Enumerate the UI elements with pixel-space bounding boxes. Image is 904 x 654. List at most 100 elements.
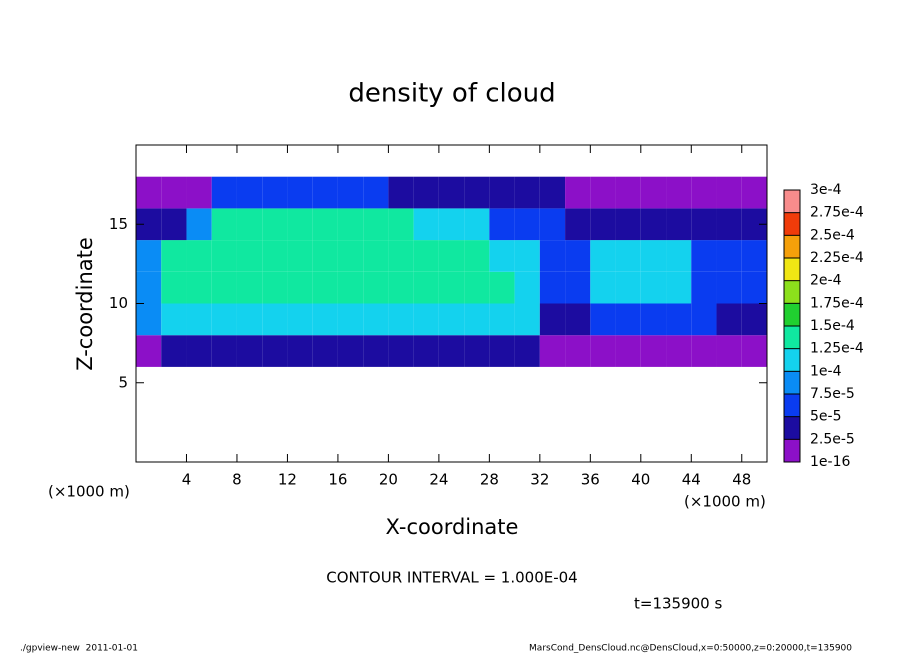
heatmap-cell bbox=[741, 271, 767, 304]
heatmap-cell bbox=[741, 240, 767, 272]
heatmap-cell bbox=[312, 303, 338, 336]
heatmap-cell bbox=[413, 335, 439, 367]
heatmap-cell bbox=[211, 208, 237, 241]
heatmap-cell bbox=[312, 208, 338, 241]
x-tick-label: 28 bbox=[480, 471, 499, 489]
heatmap-cell bbox=[388, 208, 414, 241]
colorbar-band bbox=[784, 258, 800, 281]
x-unit: (×1000 m) bbox=[684, 493, 766, 511]
heatmap-cell bbox=[186, 335, 212, 367]
heatmap-cell bbox=[236, 271, 263, 304]
colorbar-label: 7.5e-5 bbox=[810, 386, 855, 402]
heatmap-cell bbox=[312, 335, 338, 367]
heatmap-cell bbox=[539, 176, 566, 209]
colorbar-label: 2.5e-4 bbox=[810, 227, 855, 243]
heatmap-cell bbox=[716, 335, 742, 367]
heatmap-cell bbox=[590, 240, 616, 272]
heatmap-cell bbox=[287, 208, 313, 241]
x-axis-label: X-coordinate bbox=[386, 515, 519, 539]
heatmap-cell bbox=[211, 303, 237, 336]
heatmap-cell bbox=[312, 240, 338, 272]
heatmap-cell bbox=[716, 176, 742, 209]
heatmap-cell bbox=[640, 335, 667, 367]
heatmap-cell bbox=[464, 176, 490, 209]
heatmap-cell bbox=[136, 271, 162, 304]
colorbar-band bbox=[784, 190, 800, 213]
heatmap-cell bbox=[287, 303, 313, 336]
heatmap-cell bbox=[514, 271, 540, 304]
y-tick-label: 10 bbox=[109, 294, 128, 312]
heatmap-cell bbox=[565, 176, 591, 209]
heatmap-cell bbox=[438, 271, 465, 304]
heatmap-cell bbox=[211, 335, 237, 367]
heatmap-cell bbox=[438, 208, 465, 241]
heatmap-cell bbox=[262, 303, 288, 336]
heatmap-cell bbox=[236, 176, 263, 209]
heatmap-cell bbox=[211, 240, 237, 272]
heatmap-cell bbox=[337, 303, 364, 336]
x-tick-label: 16 bbox=[328, 471, 347, 489]
heatmap-cell bbox=[312, 176, 338, 209]
heatmap-cell bbox=[640, 176, 667, 209]
heatmap-cell bbox=[363, 335, 389, 367]
heatmap-cell bbox=[161, 271, 187, 304]
colorbar-band bbox=[784, 416, 800, 440]
colorbar-label: 2e-4 bbox=[810, 273, 842, 289]
heatmap-cell bbox=[388, 303, 414, 336]
heatmap-cell bbox=[186, 303, 212, 336]
heatmap-cell bbox=[741, 303, 767, 336]
heatmap-cell bbox=[236, 303, 263, 336]
heatmap-cell bbox=[615, 303, 641, 336]
heatmap-cell bbox=[666, 240, 692, 272]
heatmap-cell bbox=[413, 176, 439, 209]
chart-title: density of cloud bbox=[348, 79, 555, 109]
heatmap-cell bbox=[691, 208, 717, 241]
heatmap-cell bbox=[287, 271, 313, 304]
heatmap-cell bbox=[489, 271, 515, 304]
heatmap-cell bbox=[489, 303, 515, 336]
heatmap-cell bbox=[514, 240, 540, 272]
heatmap-cell bbox=[666, 271, 692, 304]
heatmap-cell bbox=[539, 240, 566, 272]
heatmap-cell bbox=[590, 271, 616, 304]
x-tick-label: 8 bbox=[232, 471, 242, 489]
x-tick-label: 4 bbox=[182, 471, 192, 489]
colorbar-label: 1.25e-4 bbox=[810, 341, 864, 357]
heatmap-cell bbox=[464, 335, 490, 367]
heatmap-cell bbox=[691, 335, 717, 367]
heatmap-cell bbox=[539, 303, 566, 336]
heatmap-cell bbox=[388, 271, 414, 304]
heatmap-cell bbox=[262, 176, 288, 209]
heatmap-cell bbox=[464, 240, 490, 272]
heatmap-cell bbox=[136, 303, 162, 336]
heatmap-cell bbox=[514, 303, 540, 336]
heatmap-cell bbox=[363, 176, 389, 209]
colorbar-label: 3e-4 bbox=[810, 182, 842, 198]
heatmap-cell bbox=[716, 240, 742, 272]
annotation: CONTOUR INTERVAL = 1.000E-04 bbox=[326, 569, 577, 587]
heatmap-cell bbox=[186, 208, 212, 241]
heatmap-cell bbox=[413, 271, 439, 304]
heatmap-cell bbox=[236, 335, 263, 367]
heatmap-cell bbox=[565, 208, 591, 241]
colorbar-band bbox=[784, 235, 800, 258]
heatmap-cell bbox=[287, 176, 313, 209]
heatmap-cell bbox=[438, 176, 465, 209]
heatmap-cell bbox=[691, 176, 717, 209]
x-tick-label: 48 bbox=[732, 471, 751, 489]
x-tick-label: 12 bbox=[278, 471, 297, 489]
heatmap-cell bbox=[161, 208, 187, 241]
heatmap-cell bbox=[716, 271, 742, 304]
heatmap-cell bbox=[615, 271, 641, 304]
colorbar-label: 5e-5 bbox=[810, 409, 841, 425]
heatmap-cell bbox=[287, 335, 313, 367]
heatmap-cell bbox=[514, 208, 540, 241]
colorbar-band bbox=[784, 439, 800, 462]
heatmap-cell bbox=[337, 176, 364, 209]
heatmap-cell bbox=[136, 240, 162, 272]
heatmap-cell bbox=[337, 208, 364, 241]
heatmap-cell bbox=[161, 176, 187, 209]
heatmap-cell bbox=[464, 303, 490, 336]
colorbar-label: 1.75e-4 bbox=[810, 295, 864, 311]
